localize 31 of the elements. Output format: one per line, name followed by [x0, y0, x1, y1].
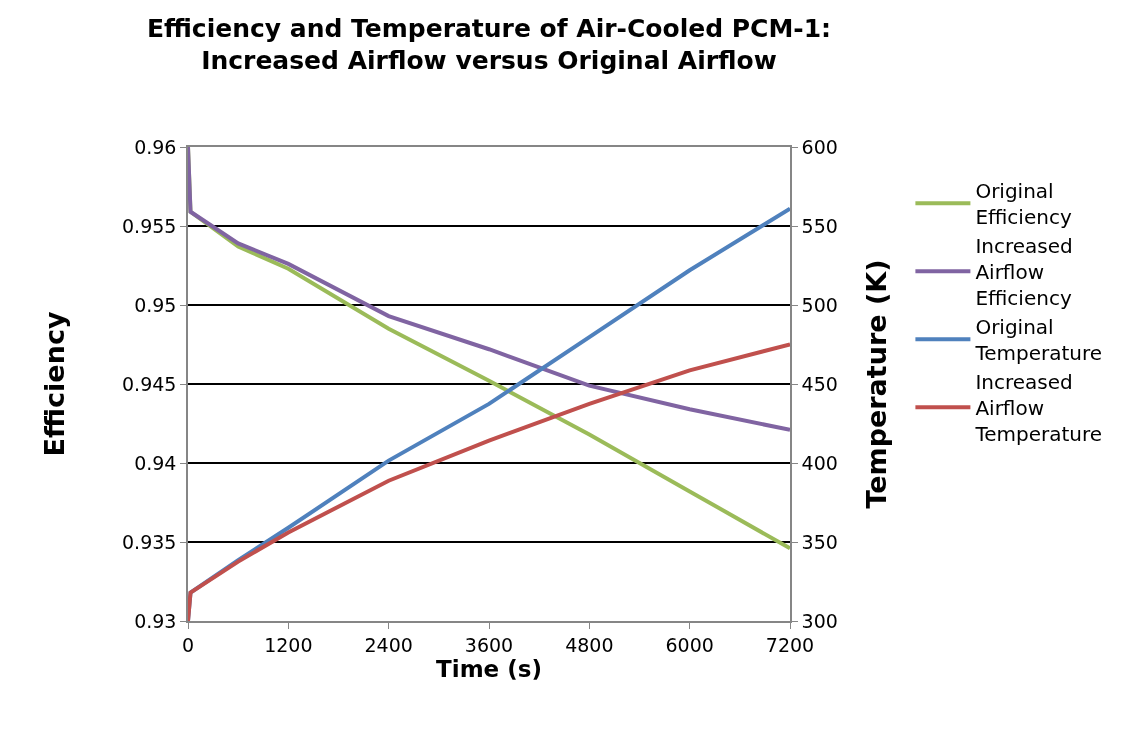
y2-tick-label: 450 [801, 372, 838, 395]
y-tick-label: 0.95 [134, 293, 177, 316]
chart-title: Efficiency and Temperature of Air-Cooled PCM-1: Increased Airflow versus Original Airflow [146, 13, 832, 76]
y2-tick-label: 300 [801, 609, 838, 632]
y-axis-title: Efficiency [38, 311, 70, 457]
y2-tick-label: 400 [801, 451, 838, 474]
x-tick-label: 7200 [765, 633, 815, 656]
y2-axis-title: Temperature (K) [860, 259, 892, 509]
y-tick-label: 0.93 [134, 609, 177, 632]
y-tick-label: 0.945 [122, 372, 177, 395]
x-tick-label: 2400 [364, 633, 413, 656]
y2-tick-label: 350 [801, 530, 838, 553]
y-tick-label: 0.94 [134, 451, 177, 474]
legend-label: Increased Airflow Temperature [974, 370, 1103, 446]
x-tick-label: 4800 [565, 633, 614, 656]
y-tick-label: 0.935 [122, 530, 177, 553]
legend-label: Increased Airflow Efficiency [975, 234, 1073, 310]
x-axis-title: Time (s) [436, 655, 542, 682]
y-tick-label: 0.96 [134, 135, 177, 158]
x-tick-label: 3600 [464, 633, 514, 656]
y-tick-label: 0.955 [122, 214, 177, 237]
x-tick-label: 6000 [665, 633, 714, 656]
y2-tick-label: 500 [801, 293, 838, 316]
x-tick-label: 0 [181, 633, 195, 656]
x-tick-label: 1200 [264, 633, 313, 656]
y2-tick-label: 600 [801, 135, 838, 158]
line-series [188, 342, 790, 621]
legend-label: Original Temperature [974, 315, 1103, 365]
y2-tick-label: 550 [801, 214, 838, 237]
legend-label: Original Efficiency [975, 179, 1072, 229]
line-series [188, 147, 790, 432]
